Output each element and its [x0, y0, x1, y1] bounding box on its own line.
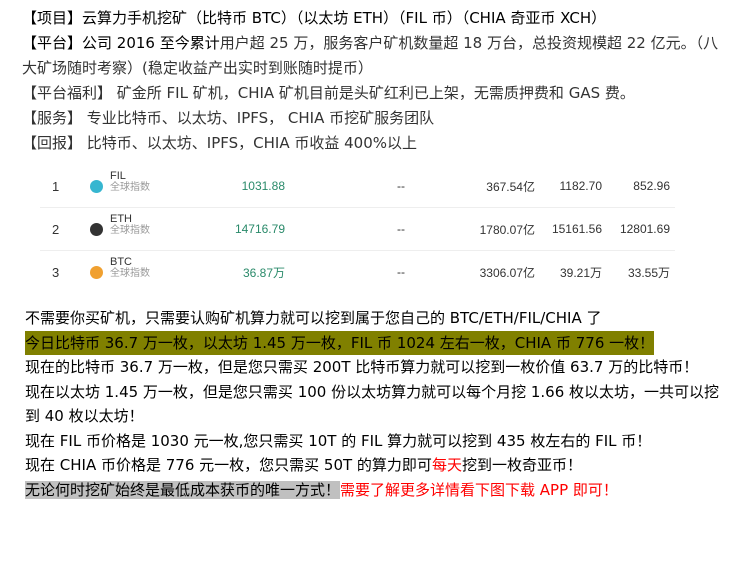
low: 12801.69	[619, 222, 670, 236]
table-row[interactable]: 3 BTC 全球指数 36.87万 -- 3306.07亿 39.21万 33.5…	[40, 251, 675, 293]
intro-section: 【项目】云算力手机挖矿（比特币 BTC）（以太坊 ETH）（FIL 币）（CHI…	[22, 6, 722, 156]
table-row[interactable]: 2 ETH 全球指数 14716.79 -- 1780.07亿 15161.56 …	[40, 208, 675, 251]
bitcoin-icon	[90, 265, 103, 279]
coin-symbol: BTC	[110, 256, 132, 268]
promo-text: 现在 CHIA 币价格是 776 元一枚，您只需买 50T 的算力即可	[25, 456, 432, 474]
market-cap: 3306.07亿	[479, 265, 535, 280]
rank: 1	[52, 178, 60, 194]
return-label: 【回报】	[22, 134, 83, 152]
table-row[interactable]: 1 FIL 全球指数 1031.88 -- 367.54亿 1182.70 852…	[40, 165, 675, 208]
coin-price-table: 1 FIL 全球指数 1031.88 -- 367.54亿 1182.70 852…	[40, 165, 675, 293]
change: --	[397, 179, 405, 193]
project-label: 【项目】	[22, 9, 83, 27]
coin-symbol: FIL	[110, 170, 126, 182]
price: 14716.79	[234, 222, 285, 236]
low: 33.55万	[627, 265, 670, 280]
high: 1182.70	[559, 179, 603, 193]
project-text: 云算力手机挖矿（比特币 BTC）（以太坊 ETH）（FIL 币）（CHIA 奇亚…	[82, 9, 607, 27]
price: 36.87万	[242, 265, 285, 280]
market-cap: 1780.07亿	[479, 222, 535, 237]
return-text: 比特币、以太坊、IPFS，CHIA 币收益 400%以上	[82, 134, 417, 152]
promo-text: 挖到一枚奇亚币！	[461, 456, 582, 474]
service-text: 专业比特币、以太坊、IPFS， CHIA 币挖矿服务团队	[82, 109, 435, 127]
daily-emphasis: 每天	[431, 456, 462, 474]
promo-line: 现在的比特币 36.7 万一枚，但是您只需买 200T 比特币算力就可以挖到一枚…	[25, 358, 699, 376]
change: --	[397, 265, 405, 279]
rank: 2	[52, 221, 60, 237]
price: 1031.88	[241, 179, 285, 193]
welfare-text: 矿金所 FIL 矿机，CHIA 矿机目前是头矿红利已上架，无需质押费和 GAS …	[112, 84, 635, 102]
coin-sub: 全球指数	[110, 225, 150, 236]
rank: 3	[52, 264, 60, 280]
platform-label: 【平台】	[22, 34, 83, 52]
ethereum-icon	[90, 222, 103, 236]
promo-line: 现在以太坊 1.45 万一枚，但是您只需买 100 份以太坊算力就可以每个月挖 …	[25, 382, 720, 426]
change: --	[397, 222, 405, 236]
service-label: 【服务】	[22, 109, 83, 127]
today-prices-highlight: 今日比特币 36.7 万一枚，以太坊 1.45 万一枚，FIL 币 1024 左…	[25, 330, 655, 355]
coin-sub: 全球指数	[110, 182, 150, 193]
slogan-highlight: 无论何时挖矿始终是最低成本获币的唯一方式！	[25, 480, 341, 499]
welfare-label: 【平台福利】	[22, 84, 113, 102]
filecoin-icon	[90, 179, 103, 193]
promo-line: 不需要你买矿机，只需要认购矿机算力就可以挖到属于您自己的 BTC/ETH/FIL…	[25, 309, 602, 327]
promo-line: 现在 FIL 币价格是 1030 元一枚,您只需买 10T 的 FIL 算力就可…	[25, 431, 652, 450]
download-app-note: 需要了解更多详情看下图下载 APP 即可！	[340, 480, 618, 499]
high: 39.21万	[559, 265, 602, 280]
promo-section: 不需要你买矿机，只需要认购矿机算力就可以挖到属于您自己的 BTC/ETH/FIL…	[25, 306, 725, 502]
coin-sub: 全球指数	[110, 268, 150, 279]
platform-text-b: 用户超 25 万，服务客户矿机数量超 18 万台，总投资规模超 22 亿元。（八…	[22, 34, 719, 77]
low: 852.96	[633, 179, 670, 193]
coin-symbol: ETH	[110, 213, 132, 225]
platform-text-a: 公司 2016 至今累计	[82, 34, 220, 52]
market-cap: 367.54亿	[486, 179, 535, 194]
high: 15161.56	[551, 222, 602, 236]
